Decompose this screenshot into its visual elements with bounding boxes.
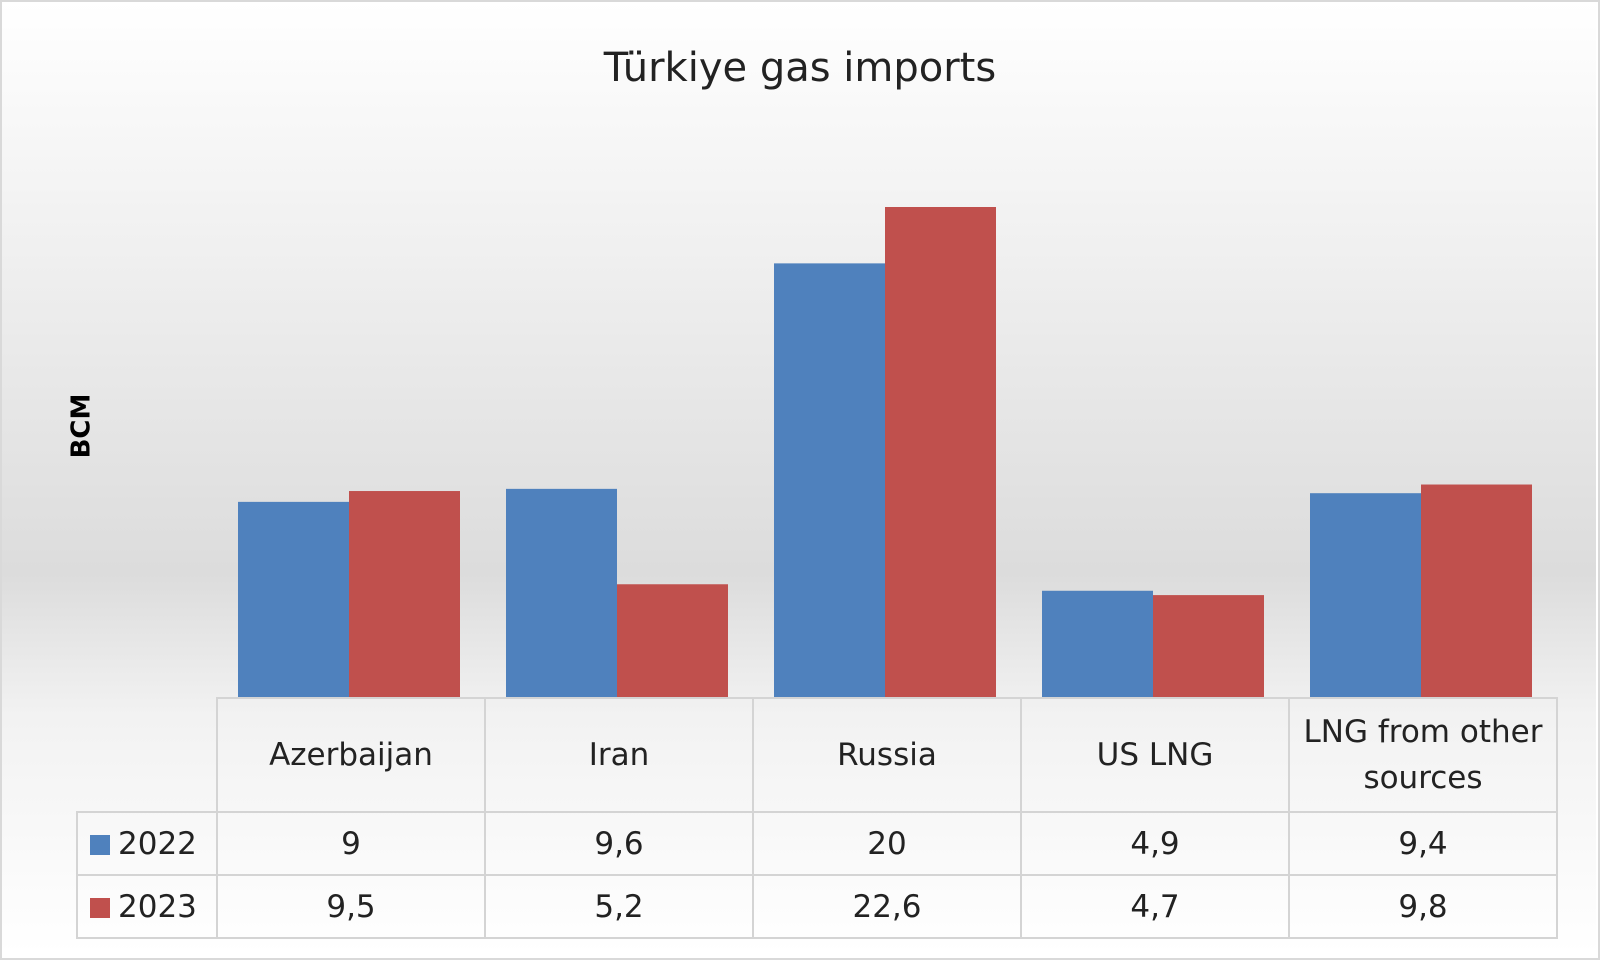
legend-entry: 2022 (76, 811, 218, 876)
y-axis-label: BCM (67, 394, 97, 459)
category-label: Russia (752, 697, 1022, 813)
bar (1042, 590, 1153, 697)
bar (1153, 595, 1264, 697)
bar (1310, 493, 1421, 697)
value-cell: 4,7 (1020, 874, 1290, 939)
table-row: 2022 9 9,6 20 4,9 9,4 (76, 811, 1558, 876)
legend-label: 2023 (118, 888, 197, 925)
bar (506, 488, 617, 697)
bar (349, 491, 460, 697)
category-label: Azerbaijan (216, 697, 486, 813)
bar (617, 584, 728, 697)
corner (77, 698, 218, 813)
category-label: LNG from other sources (1288, 697, 1558, 813)
value-cell: 22,6 (752, 874, 1022, 939)
legend-label: 2022 (118, 825, 197, 862)
value-cell: 4,9 (1020, 811, 1290, 876)
category-label: US LNG (1020, 697, 1290, 813)
value-cell: 9,8 (1288, 874, 1558, 939)
value-cell: 9,5 (216, 874, 486, 939)
legend-entry: 2023 (76, 874, 218, 939)
value-cell: 9,6 (484, 811, 754, 876)
data-table: Azerbaijan Iran Russia US LNG LNG from other… (76, 697, 1558, 939)
value-cell: 20 (752, 811, 1022, 876)
bar (1421, 484, 1532, 697)
bar (885, 207, 996, 697)
value-cell: 9,4 (1288, 811, 1558, 876)
legend-swatch (90, 835, 110, 855)
value-cell: 5,2 (484, 874, 754, 939)
value-cell: 9 (216, 811, 486, 876)
table-header: Azerbaijan Iran Russia US LNG LNG from other… (77, 697, 1558, 813)
legend-swatch (90, 898, 110, 918)
category-label: Iran (484, 697, 754, 813)
bar (774, 263, 885, 697)
table-row: 2023 9,5 5,2 22,6 4,7 9,8 (76, 874, 1558, 939)
chart-title: Türkiye gas imports (603, 45, 996, 91)
bar (238, 501, 349, 697)
